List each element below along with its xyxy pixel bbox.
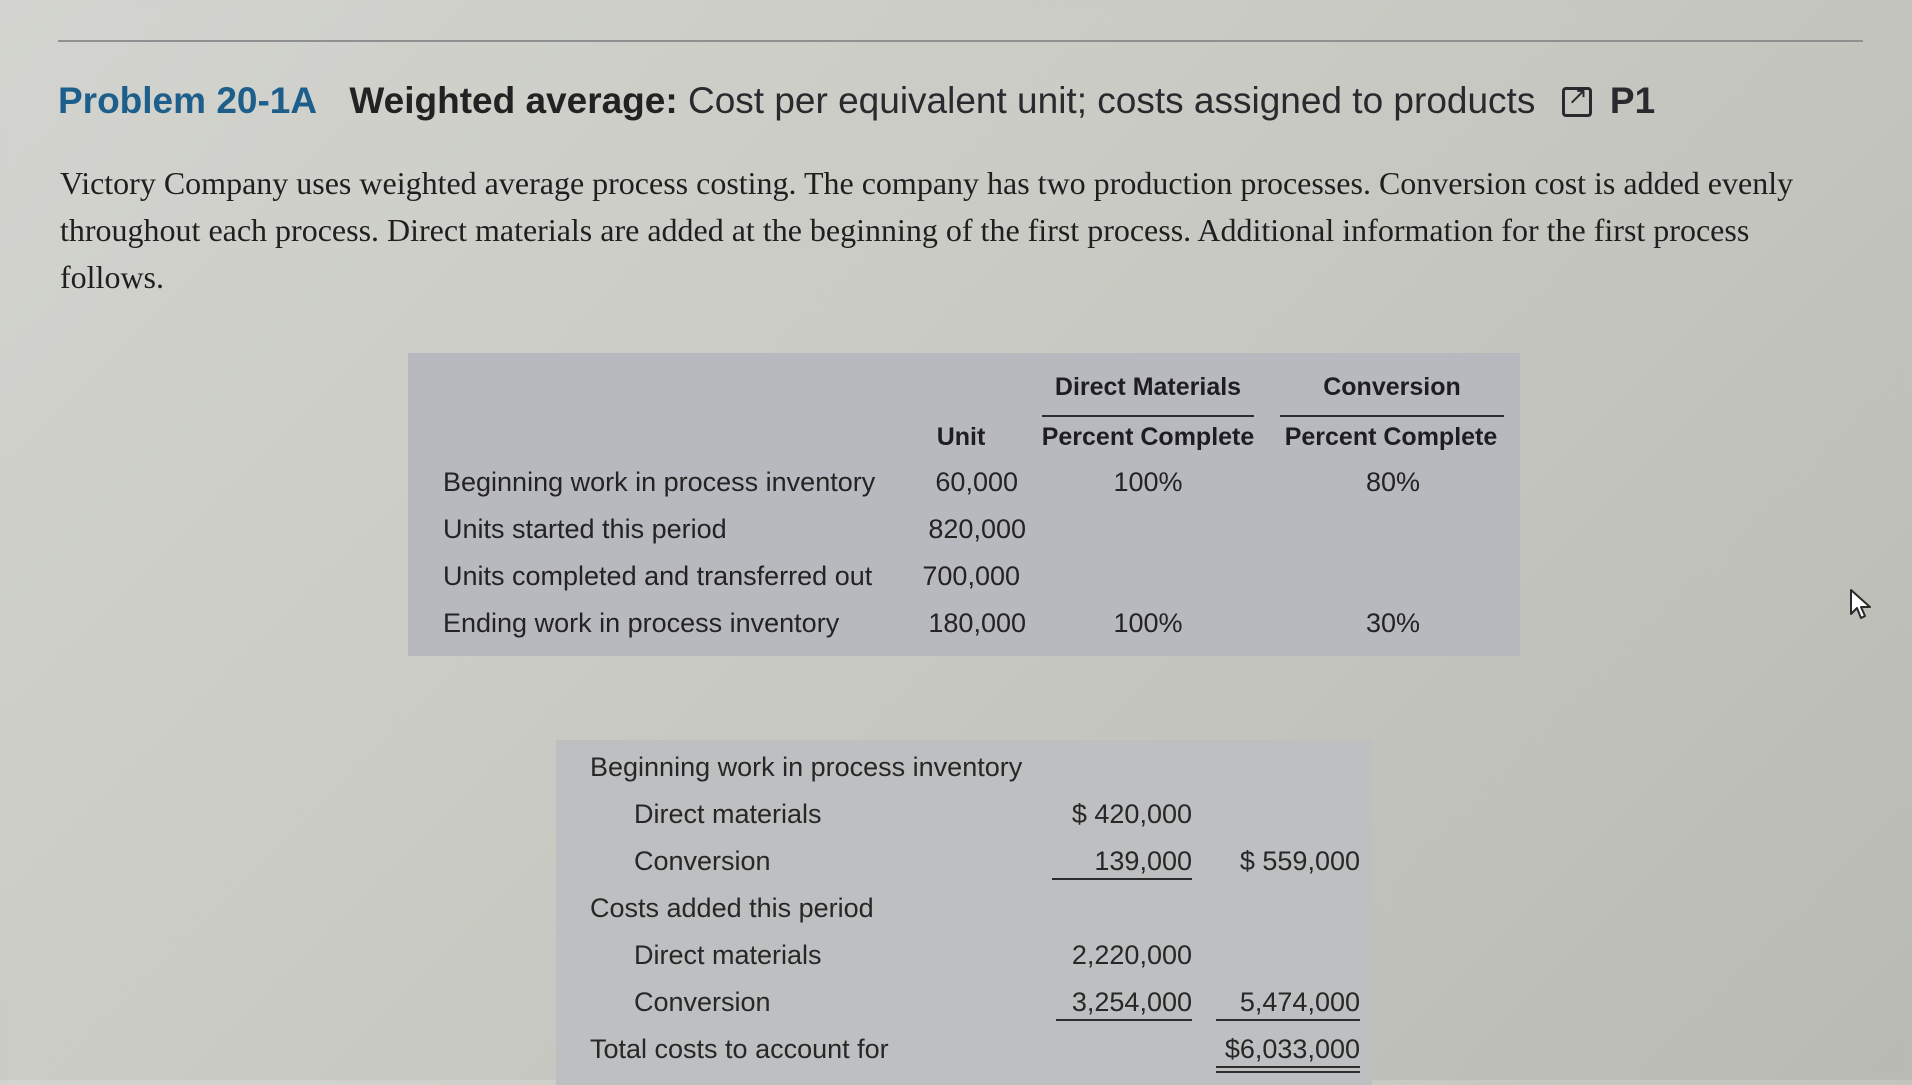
problem-intro: Victory Company uses weighted average pr… bbox=[60, 165, 1794, 295]
costs-table: Beginning work in process inventory Dire… bbox=[556, 740, 1372, 1085]
total-double-underline-2 bbox=[1216, 1071, 1360, 1073]
beg-conv-underline bbox=[1052, 878, 1192, 880]
beg-dm-label: Direct materials bbox=[634, 799, 822, 829]
conv-header-underline bbox=[1280, 415, 1504, 417]
learning-objective: P1 bbox=[1609, 80, 1656, 121]
add-conv-label: Conversion bbox=[634, 987, 771, 1017]
row-units: 700,000 bbox=[922, 561, 1020, 591]
conv-percent-header: Percent Complete bbox=[1284, 423, 1498, 451]
total-double-underline-1 bbox=[1216, 1066, 1360, 1068]
dm-header-top: Direct Materials bbox=[1054, 373, 1242, 401]
add-total-value: 5,474,000 bbox=[1239, 987, 1360, 1017]
add-conv-value: 3,254,000 bbox=[1071, 987, 1192, 1017]
row-dm-percent: 100% bbox=[1113, 608, 1183, 638]
external-link-icon[interactable] bbox=[1561, 82, 1592, 117]
add-conv-underline bbox=[1056, 1019, 1192, 1021]
row-dm-percent: 100% bbox=[1113, 467, 1183, 497]
beg-conv-value: 139,000 bbox=[1094, 846, 1192, 876]
total-costs-label: Total costs to account for bbox=[590, 1034, 889, 1064]
conv-header-top: Conversion bbox=[1323, 373, 1461, 401]
units-table: Direct Materials Conversion Unit Percent… bbox=[408, 353, 1520, 656]
problem-method: Weighted average: bbox=[349, 80, 678, 121]
row-label: Units started this period bbox=[443, 514, 727, 544]
problem-number: Problem 20-1A bbox=[58, 80, 318, 121]
add-dm-value: 2,220,000 bbox=[1071, 940, 1192, 970]
dm-percent-header: Percent Complete bbox=[1041, 423, 1255, 451]
row-conv-percent: 30% bbox=[1365, 608, 1421, 638]
row-units: 820,000 bbox=[928, 514, 1026, 544]
row-units: 60,000 bbox=[935, 467, 1018, 497]
add-total-underline bbox=[1216, 1019, 1360, 1021]
row-label: Beginning work in process inventory bbox=[443, 467, 876, 497]
beg-total-value: $ 559,000 bbox=[1239, 846, 1360, 876]
mouse-cursor-icon bbox=[1850, 589, 1871, 619]
add-dm-label: Direct materials bbox=[634, 940, 822, 970]
problem-heading: Problem 20-1A Weighted average: Cost per… bbox=[58, 80, 1758, 122]
unit-header: Unit bbox=[936, 423, 986, 451]
dm-header-underline bbox=[1042, 415, 1254, 417]
top-divider bbox=[58, 40, 1863, 42]
beg-conv-label: Conversion bbox=[634, 846, 771, 876]
row-label: Units completed and transferred out bbox=[443, 561, 873, 591]
total-costs-value: $6,033,000 bbox=[1224, 1034, 1360, 1064]
problem-description: Cost per equivalent unit; costs assigned… bbox=[687, 80, 1536, 121]
beginning-wip-label: Beginning work in process inventory bbox=[590, 752, 1023, 782]
row-units: 180,000 bbox=[928, 608, 1026, 638]
row-label: Ending work in process inventory bbox=[443, 608, 840, 638]
costs-added-label: Costs added this period bbox=[590, 893, 874, 923]
row-conv-percent: 80% bbox=[1365, 467, 1421, 497]
beg-dm-value: $ 420,000 bbox=[1071, 799, 1192, 829]
